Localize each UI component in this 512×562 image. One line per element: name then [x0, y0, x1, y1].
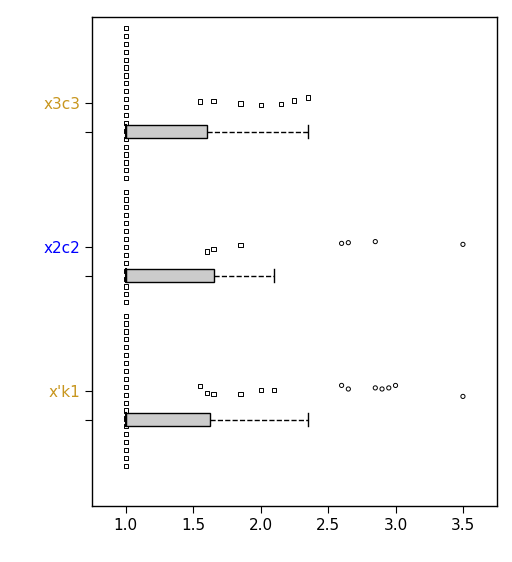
Point — [122, 47, 130, 56]
Point — [257, 386, 265, 395]
Point — [122, 234, 130, 243]
Point — [237, 389, 245, 398]
Point — [122, 259, 130, 268]
Bar — [126, 125, 207, 138]
Point — [277, 99, 285, 108]
Point — [122, 351, 130, 360]
Point — [304, 93, 312, 102]
Bar — [126, 413, 210, 426]
Point — [122, 250, 130, 259]
Point — [122, 211, 130, 220]
Point — [122, 55, 130, 64]
Point — [237, 99, 245, 108]
Point — [122, 438, 130, 447]
Point — [344, 238, 352, 247]
Point — [122, 319, 130, 328]
Bar — [126, 269, 214, 282]
Point — [122, 298, 130, 307]
Point — [122, 63, 130, 72]
Point — [122, 24, 130, 33]
Point — [122, 242, 130, 251]
Point — [385, 383, 393, 392]
Point — [122, 343, 130, 352]
Point — [344, 384, 352, 393]
Point — [237, 241, 245, 250]
Point — [122, 219, 130, 228]
Point — [122, 158, 130, 167]
Point — [122, 166, 130, 175]
Point — [122, 311, 130, 320]
Point — [122, 187, 130, 196]
Point — [122, 327, 130, 336]
Point — [270, 385, 278, 394]
Point — [122, 31, 130, 40]
Point — [122, 414, 130, 423]
Point — [371, 383, 379, 392]
Point — [122, 446, 130, 455]
Point — [196, 381, 204, 390]
Point — [122, 195, 130, 204]
Point — [122, 119, 130, 128]
Point — [203, 388, 211, 397]
Point — [391, 381, 399, 390]
Point — [371, 237, 379, 246]
Point — [122, 79, 130, 88]
Point — [122, 87, 130, 96]
Point — [337, 239, 346, 248]
Point — [257, 101, 265, 110]
Point — [203, 247, 211, 256]
Point — [122, 406, 130, 415]
Point — [122, 134, 130, 143]
Point — [122, 226, 130, 235]
Point — [290, 96, 298, 105]
Point — [122, 142, 130, 151]
Point — [209, 245, 218, 254]
Point — [122, 454, 130, 463]
Point — [459, 240, 467, 249]
Point — [209, 390, 218, 399]
Point — [122, 366, 130, 375]
Point — [122, 398, 130, 407]
Point — [122, 374, 130, 383]
Point — [122, 150, 130, 159]
Point — [122, 335, 130, 344]
Point — [122, 126, 130, 135]
Point — [122, 111, 130, 120]
Point — [122, 103, 130, 112]
Point — [122, 390, 130, 399]
Point — [122, 359, 130, 368]
Point — [122, 290, 130, 299]
Point — [122, 461, 130, 470]
Point — [122, 174, 130, 183]
Point — [122, 94, 130, 103]
Point — [122, 274, 130, 283]
Point — [209, 96, 218, 105]
Point — [122, 422, 130, 431]
Point — [459, 392, 467, 401]
Point — [122, 39, 130, 48]
Point — [122, 382, 130, 391]
Point — [122, 71, 130, 80]
Point — [122, 266, 130, 275]
Point — [122, 203, 130, 212]
Point — [378, 384, 386, 393]
Point — [122, 430, 130, 439]
Point — [196, 97, 204, 106]
Point — [337, 381, 346, 390]
Point — [122, 282, 130, 291]
